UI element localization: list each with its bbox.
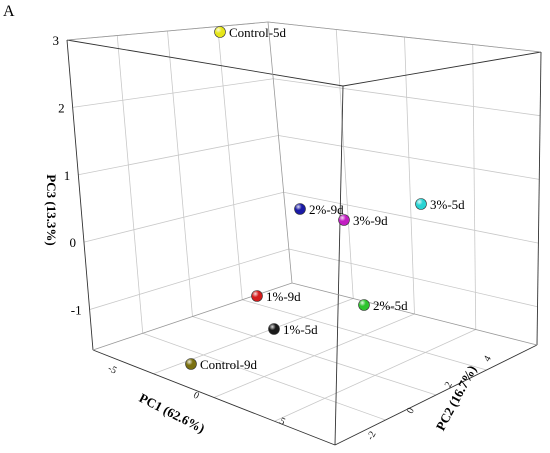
point-label: Control-9d: [200, 357, 258, 372]
box-edge: [66, 39, 94, 351]
data-point: 3%-9d: [338, 213, 388, 228]
point-label: Control-5d: [229, 25, 287, 40]
point-label: 2%-9d: [309, 202, 344, 217]
gridline-left-wall-vertical: [217, 26, 243, 300]
box-edge: [267, 21, 542, 53]
x-tick-label: -5: [106, 363, 118, 377]
points-layer: Control-5d 2%-9d 3%-9d 3%-5d 1%-9d 2%-5d 1%-5d…: [185, 25, 465, 372]
box-edge: [92, 349, 336, 446]
y-tick-label: 2: [443, 380, 455, 390]
point-label: 3%-9d: [353, 213, 388, 228]
point-label: 1%-5d: [283, 322, 318, 337]
y-axis-title: PC2 (16.7%): [433, 363, 480, 433]
z-tick-label: 3: [53, 33, 60, 48]
gridline-left-wall-vertical: [116, 35, 144, 334]
point-label: 2%-5d: [373, 298, 408, 313]
box-edge: [342, 51, 542, 87]
box-edge: [66, 39, 344, 87]
point-label: 3%-5d: [430, 197, 465, 212]
z-tick-label: -1: [71, 303, 82, 318]
gridline-right-wall-vertical: [472, 44, 477, 330]
point-highlight: [338, 214, 350, 226]
point-highlight: [268, 323, 280, 335]
z-tick-label: 0: [69, 235, 76, 250]
z-tick-label: 2: [58, 100, 65, 115]
y-tick-label: 4: [482, 354, 494, 364]
grid-layer: [66, 21, 542, 422]
x-tick-label: 5: [277, 416, 286, 428]
gridline-right-wall-vertical: [404, 36, 415, 315]
z-axis-title: PC3 (13.3%): [44, 174, 59, 246]
gridline-floor: [192, 316, 437, 396]
data-point: 2%-5d: [358, 298, 408, 313]
box-edge: [334, 85, 344, 446]
y-tick-label: -2: [365, 430, 379, 443]
box-edge: [291, 282, 538, 346]
point-highlight: [214, 26, 226, 38]
ticks-layer: 3 2 1 0 -1 -5 0 5 -2 0 2 4: [53, 33, 494, 442]
data-point: 1%-9d: [251, 289, 301, 304]
data-point: 3%-5d: [415, 197, 465, 212]
gridline-left-wall-vertical: [167, 30, 193, 317]
point-highlight: [185, 358, 197, 370]
point-label: 1%-9d: [266, 289, 301, 304]
data-point: 2%-9d: [294, 202, 344, 217]
panel-letter: A: [3, 3, 15, 20]
z-tick-label: 1: [64, 168, 71, 183]
point-highlight: [294, 203, 306, 215]
gridline-right-wall-vertical: [335, 29, 354, 299]
box-edge: [334, 344, 538, 446]
box-edge: [66, 21, 269, 41]
gridline-floor: [242, 299, 487, 371]
box-edge: [267, 21, 293, 284]
point-highlight: [251, 290, 263, 302]
point-highlight: [415, 198, 427, 210]
point-highlight: [358, 299, 370, 311]
data-point: Control-9d: [185, 357, 258, 372]
data-point: Control-5d: [214, 25, 287, 40]
box-edge: [536, 51, 542, 346]
box-edge: [92, 282, 293, 351]
gridline-floor: [274, 329, 476, 422]
y-tick-label: 0: [405, 406, 417, 416]
x-tick-label: 0: [191, 390, 200, 402]
data-point: 1%-5d: [268, 322, 318, 337]
